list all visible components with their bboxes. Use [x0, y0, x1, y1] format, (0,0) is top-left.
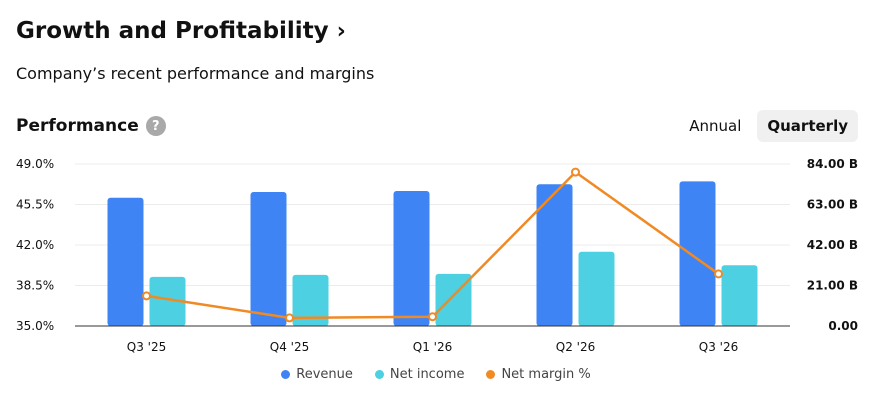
left-axis-tick-label: 42.0%: [16, 238, 54, 252]
net-margin-point: [714, 269, 723, 279]
x-axis-tick-label: Q3 '25: [127, 340, 166, 354]
x-axis-tick-label: Q1 '26: [413, 340, 452, 354]
left-axis-tick-label: 49.0%: [16, 157, 54, 171]
right-axis-tick-label: 42.00 B: [807, 238, 858, 252]
revenue-bar: [393, 191, 430, 326]
legend-label-net-income: Net income: [389, 367, 465, 382]
section-title: Performance ?: [16, 116, 166, 136]
net-income-bar: [149, 276, 186, 326]
toggle-annual[interactable]: Annual: [689, 117, 742, 135]
revenue-bar: [536, 184, 573, 326]
right-axis-tick-label: 63.00 B: [807, 198, 858, 212]
net-margin-point: [142, 291, 151, 301]
chevron-right-icon: ›: [336, 18, 346, 44]
section-title-text: Performance: [16, 116, 139, 136]
net-margin-point: [571, 167, 580, 177]
legend-label-net-margin: Net margin %: [501, 367, 591, 382]
toggle-quarterly[interactable]: Quarterly: [757, 110, 858, 142]
net-income-bar: [721, 265, 758, 326]
legend-swatch-net-income: [374, 370, 384, 379]
legend-item-net-margin[interactable]: Net margin %: [486, 367, 591, 382]
period-toggle: Annual Quarterly: [679, 110, 858, 142]
legend-item-revenue[interactable]: Revenue: [281, 367, 353, 382]
x-axis-tick-label: Q2 '26: [556, 340, 595, 354]
x-axis-tick-label: Q3 '26: [699, 340, 738, 354]
legend-swatch-revenue: [281, 370, 291, 379]
left-axis-tick-label: 38.5%: [16, 279, 54, 293]
chart-legend: Revenue Net income Net margin %: [0, 367, 872, 382]
legend-swatch-net-margin: [486, 370, 496, 379]
legend-label-revenue: Revenue: [296, 367, 353, 382]
x-axis-tick-label: Q4 '25: [270, 340, 309, 354]
net-margin-point: [285, 313, 294, 323]
page-title-text: Growth and Profitability: [16, 18, 329, 44]
net-income-bar: [292, 274, 329, 326]
net-margin-point: [428, 312, 437, 322]
revenue-bar: [250, 191, 287, 326]
page-title[interactable]: Growth and Profitability ›: [16, 18, 346, 44]
revenue-bar: [679, 181, 716, 326]
legend-item-net-income[interactable]: Net income: [374, 367, 465, 382]
left-axis-tick-label: 45.5%: [16, 198, 54, 212]
help-icon[interactable]: ?: [145, 116, 166, 136]
left-axis-tick-label: 35.0%: [16, 319, 54, 333]
page-subtitle: Company’s recent performance and margins: [16, 64, 375, 83]
right-axis-tick-label: 84.00 B: [807, 157, 858, 171]
performance-chart: 49.0% 84.00 B 45.5% 63.00 B 42.0% 42.00 B 38.5…: [16, 157, 858, 354]
right-axis-tick-label: 21.00 B: [807, 279, 858, 293]
right-axis-tick-label: 0.00: [828, 319, 858, 333]
revenue-bar: [107, 197, 144, 326]
net-income-bar: [578, 251, 615, 326]
